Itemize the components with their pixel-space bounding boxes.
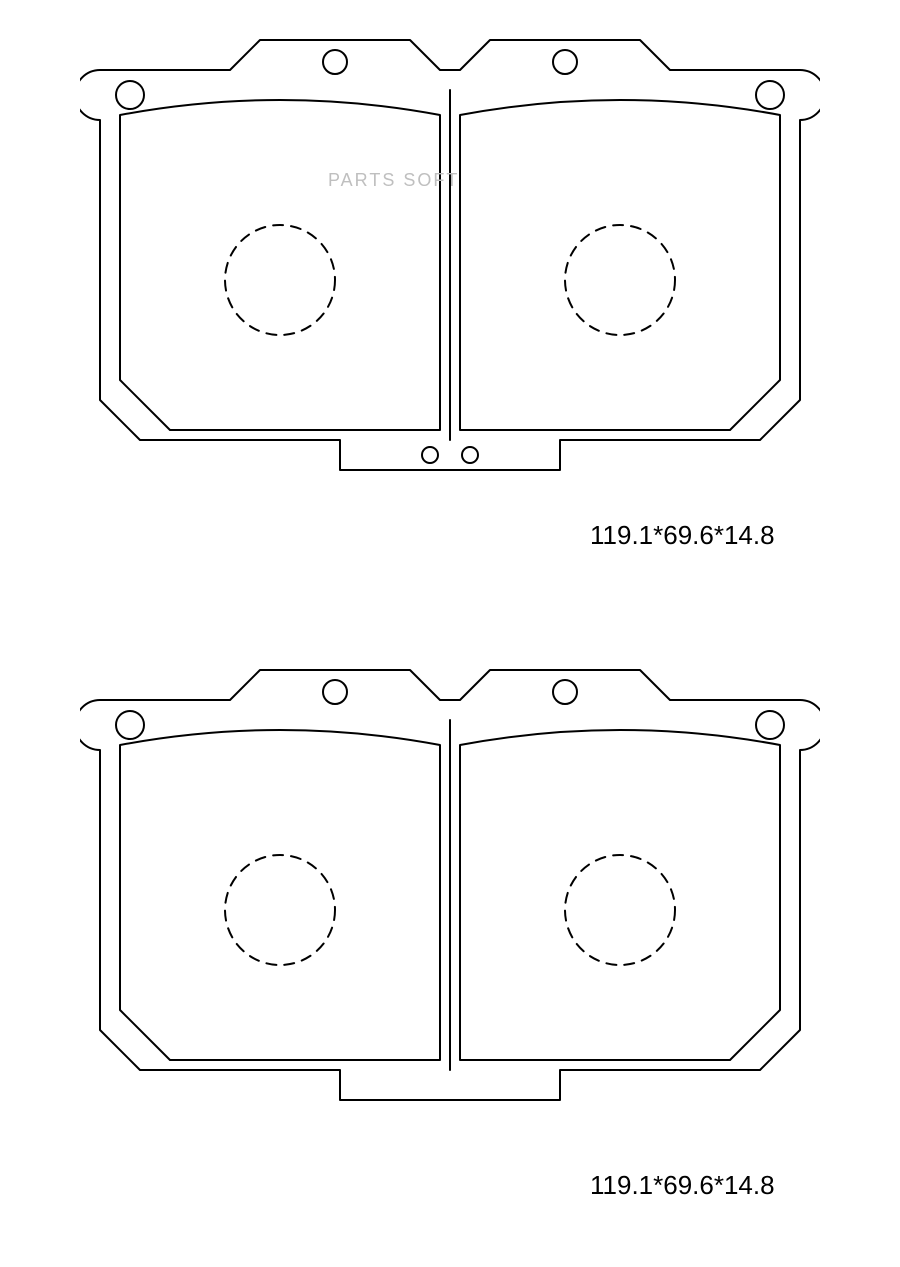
clip-hole bbox=[422, 447, 438, 463]
friction-pad-right bbox=[460, 730, 780, 1060]
clip-hole bbox=[462, 447, 478, 463]
mount-hole bbox=[553, 680, 577, 704]
dimension-label: 119.1*69.6*14.8 bbox=[590, 1170, 775, 1201]
mount-hole bbox=[553, 50, 577, 74]
mount-hole bbox=[116, 81, 144, 109]
mount-hole bbox=[756, 81, 784, 109]
friction-pad-left bbox=[120, 100, 440, 430]
piston-circle bbox=[225, 225, 335, 335]
watermark-text: PARTS SOFT bbox=[328, 170, 459, 191]
friction-pad-right bbox=[460, 100, 780, 430]
pad-bottom bbox=[80, 660, 820, 1120]
piston-circle bbox=[565, 225, 675, 335]
mount-hole bbox=[756, 711, 784, 739]
friction-pad-left bbox=[120, 730, 440, 1060]
mount-hole bbox=[116, 711, 144, 739]
pad-top bbox=[80, 30, 820, 490]
piston-circle bbox=[225, 855, 335, 965]
mount-hole bbox=[323, 50, 347, 74]
dimension-label: 119.1*69.6*14.8 bbox=[590, 520, 775, 551]
piston-circle bbox=[565, 855, 675, 965]
mount-hole bbox=[323, 680, 347, 704]
